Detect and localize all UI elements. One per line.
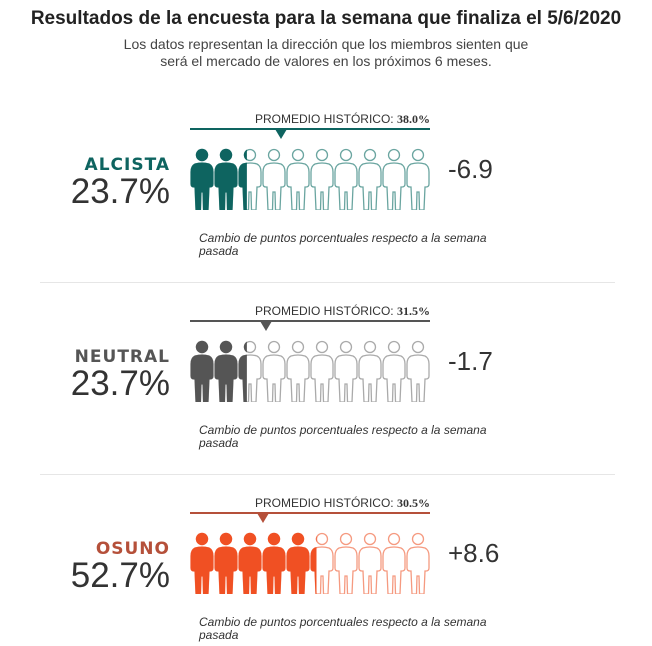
person-icon (334, 340, 358, 402)
section-neutral: PROMEDIO HISTÓRICO: 31.5% NEUTRAL 23.7% (0, 296, 652, 454)
person-icon (262, 532, 286, 594)
person-icon (262, 340, 286, 402)
weekly-change: -1.7 (448, 346, 493, 376)
sentiment-label: ALCISTA (84, 155, 170, 175)
historical-average-value: 31.5% (397, 304, 430, 318)
historical-average-value: 38.0% (397, 112, 430, 126)
person-icon (286, 532, 310, 594)
divider (40, 474, 615, 475)
divider (40, 282, 615, 283)
sentiment-percent: 23.7% (70, 364, 170, 403)
person-icon (358, 148, 382, 210)
average-marker (259, 321, 272, 331)
person-icon (214, 340, 238, 402)
person-icon (334, 532, 358, 594)
average-scale-line (190, 128, 430, 130)
person-icon (406, 340, 430, 402)
historical-average-label: PROMEDIO HISTÓRICO: (254, 112, 394, 126)
change-caption: Cambio de puntos porcentuales respecto a… (199, 615, 487, 642)
weekly-change: +8.6 (448, 538, 500, 568)
historical-average-value: 30.5% (397, 496, 430, 510)
person-icon (286, 340, 310, 402)
person-icon (238, 532, 262, 594)
person-icon (190, 532, 214, 594)
person-icon (238, 148, 262, 210)
subtitle-line-1: Los datos representan la dirección que l… (123, 36, 529, 52)
historical-average: PROMEDIO HISTÓRICO: 30.5% (190, 496, 430, 511)
person-icon (406, 148, 430, 210)
sentiment-label: NEUTRAL (74, 347, 170, 367)
person-icon (190, 340, 214, 402)
average-marker (257, 513, 270, 523)
person-icon (262, 148, 286, 210)
sentiment-percent: 23.7% (70, 172, 170, 211)
historical-average: PROMEDIO HISTÓRICO: 31.5% (190, 304, 430, 319)
person-icon (310, 148, 334, 210)
person-icon (214, 148, 238, 210)
historical-average-label: PROMEDIO HISTÓRICO: (254, 496, 394, 510)
person-icon-bar (190, 148, 430, 210)
person-icon (238, 340, 262, 402)
historical-average: PROMEDIO HISTÓRICO: 38.0% (190, 112, 430, 127)
average-scale-line (190, 512, 430, 514)
person-icon (214, 532, 238, 594)
person-icon-bar (190, 532, 430, 594)
change-caption: Cambio de puntos porcentuales respecto a… (199, 423, 487, 450)
person-icon (190, 148, 214, 210)
weekly-change: -6.9 (448, 154, 493, 184)
person-icon (358, 532, 382, 594)
person-icon-bar (190, 340, 430, 402)
historical-average-label: PROMEDIO HISTÓRICO: (254, 304, 394, 318)
section-alcista: PROMEDIO HISTÓRICO: 38.0% ALCISTA 23.7% (0, 104, 652, 262)
subtitle-line-2: será el mercado de valores en los próxim… (160, 53, 492, 69)
person-icon (310, 340, 334, 402)
sentiment-label: OSUNO (95, 539, 170, 559)
average-marker (275, 129, 288, 139)
page-title: Resultados de la encuesta para la semana… (30, 8, 622, 29)
person-icon (310, 532, 334, 594)
person-icon (406, 532, 430, 594)
change-caption: Cambio de puntos porcentuales respecto a… (199, 231, 487, 258)
section-osuno: PROMEDIO HISTÓRICO: 30.5% OSUNO 52.7% (0, 488, 652, 646)
person-icon (382, 148, 406, 210)
subtitle: Los datos representan la dirección que l… (0, 36, 652, 70)
person-icon (286, 148, 310, 210)
person-icon (334, 148, 358, 210)
person-icon (382, 532, 406, 594)
sentiment-percent: 52.7% (70, 556, 170, 595)
person-icon (382, 340, 406, 402)
person-icon (358, 340, 382, 402)
average-scale-line (190, 320, 430, 322)
